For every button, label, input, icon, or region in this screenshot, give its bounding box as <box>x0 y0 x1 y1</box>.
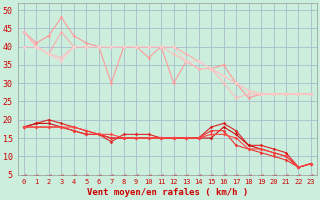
X-axis label: Vent moyen/en rafales ( km/h ): Vent moyen/en rafales ( km/h ) <box>87 188 248 197</box>
